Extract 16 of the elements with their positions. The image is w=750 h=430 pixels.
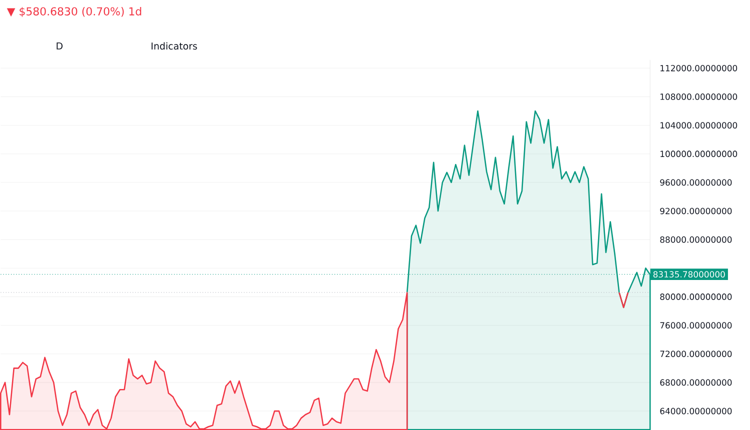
y-tick-label: 108000.00000000 bbox=[660, 93, 738, 100]
y-tick-label: 92000.00000000 bbox=[660, 208, 732, 214]
y-tick-label: 88000.00000000 bbox=[660, 236, 732, 243]
y-tick-label: 104000.00000000 bbox=[660, 122, 738, 128]
y-tick-label: 80000.00000000 bbox=[660, 293, 732, 300]
y-tick-label: 96000.00000000 bbox=[660, 179, 732, 186]
y-tick-label: 72000.00000000 bbox=[660, 350, 732, 357]
text: Indicators bbox=[152, 42, 197, 50]
y-tick-label: 68000.00000000 bbox=[660, 379, 732, 386]
y-tick-label: 100000.00000000 bbox=[660, 150, 738, 157]
ref-line-label: 83135.78000000 bbox=[653, 271, 725, 278]
y-tick-label: 112000.00000000 bbox=[660, 64, 738, 72]
y-tick-label: 64000.00000000 bbox=[660, 408, 732, 414]
text: ▼ $580.6830 (0.70%) 1d bbox=[6, 6, 142, 17]
y-tick-label: 76000.00000000 bbox=[660, 322, 732, 328]
text: D bbox=[56, 42, 63, 50]
